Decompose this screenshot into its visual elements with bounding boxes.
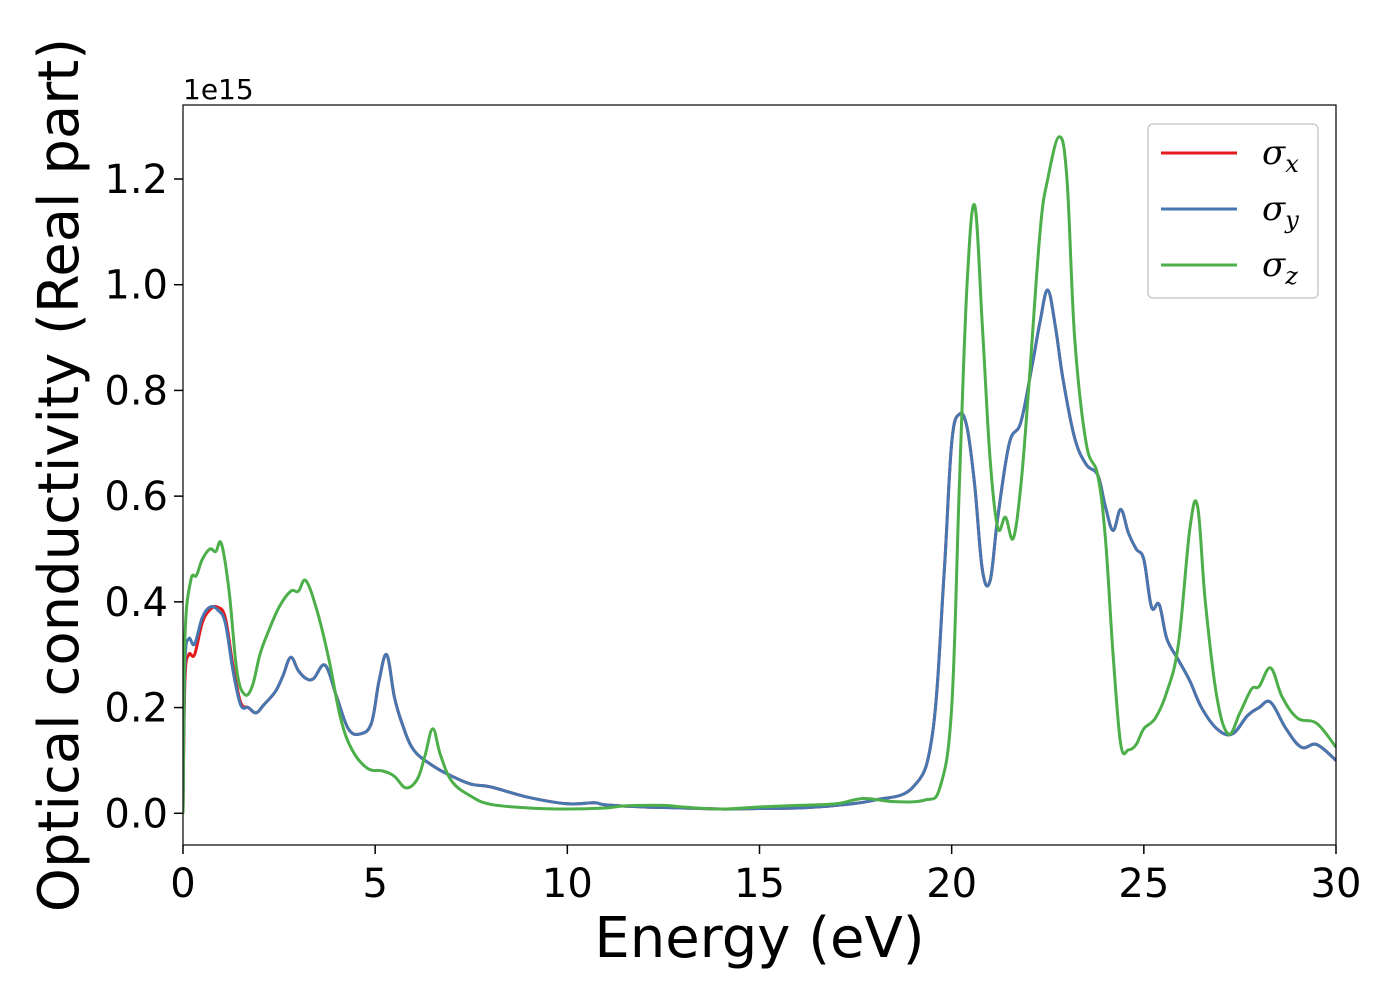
x-tick-label: 20: [926, 861, 977, 907]
legend-label-z: σz: [1262, 245, 1298, 290]
x-tick-label: 5: [362, 861, 387, 907]
x-tick-label: 10: [542, 861, 593, 907]
series-line-z: [183, 135, 1336, 814]
y-axis-title: Optical conductivity (Real part): [27, 38, 92, 912]
series-lines: [183, 135, 1336, 814]
legend: σx σy σz: [1147, 123, 1319, 299]
y-tick-label: 0.2: [104, 686, 168, 732]
y-tick-label: 0.8: [104, 368, 168, 414]
y-tick-label: 0.6: [104, 474, 168, 520]
legend-label-y: σy: [1262, 189, 1299, 234]
x-axis: 0 5 10 15 20 25 30: [170, 845, 1361, 907]
x-tick-label: 15: [734, 861, 785, 907]
x-tick-label: 30: [1311, 861, 1362, 907]
x-tick-label: 0: [170, 861, 195, 907]
y-tick-label: 1.2: [104, 157, 168, 203]
legend-label-x: σx: [1262, 133, 1299, 178]
x-axis-title: Energy (eV): [594, 906, 924, 971]
legend-box: [1147, 123, 1319, 299]
series-line-y: [183, 288, 1336, 814]
y-tick-label: 0.4: [104, 580, 168, 626]
y-tick-label: 0.0: [104, 791, 168, 837]
y-axis: 0.0 0.2 0.4 0.6 0.8 1.0 1.2: [104, 157, 183, 837]
y-offset-label: 1e15: [183, 73, 254, 106]
y-tick-label: 1.0: [104, 263, 168, 309]
x-tick-label: 25: [1118, 861, 1169, 907]
